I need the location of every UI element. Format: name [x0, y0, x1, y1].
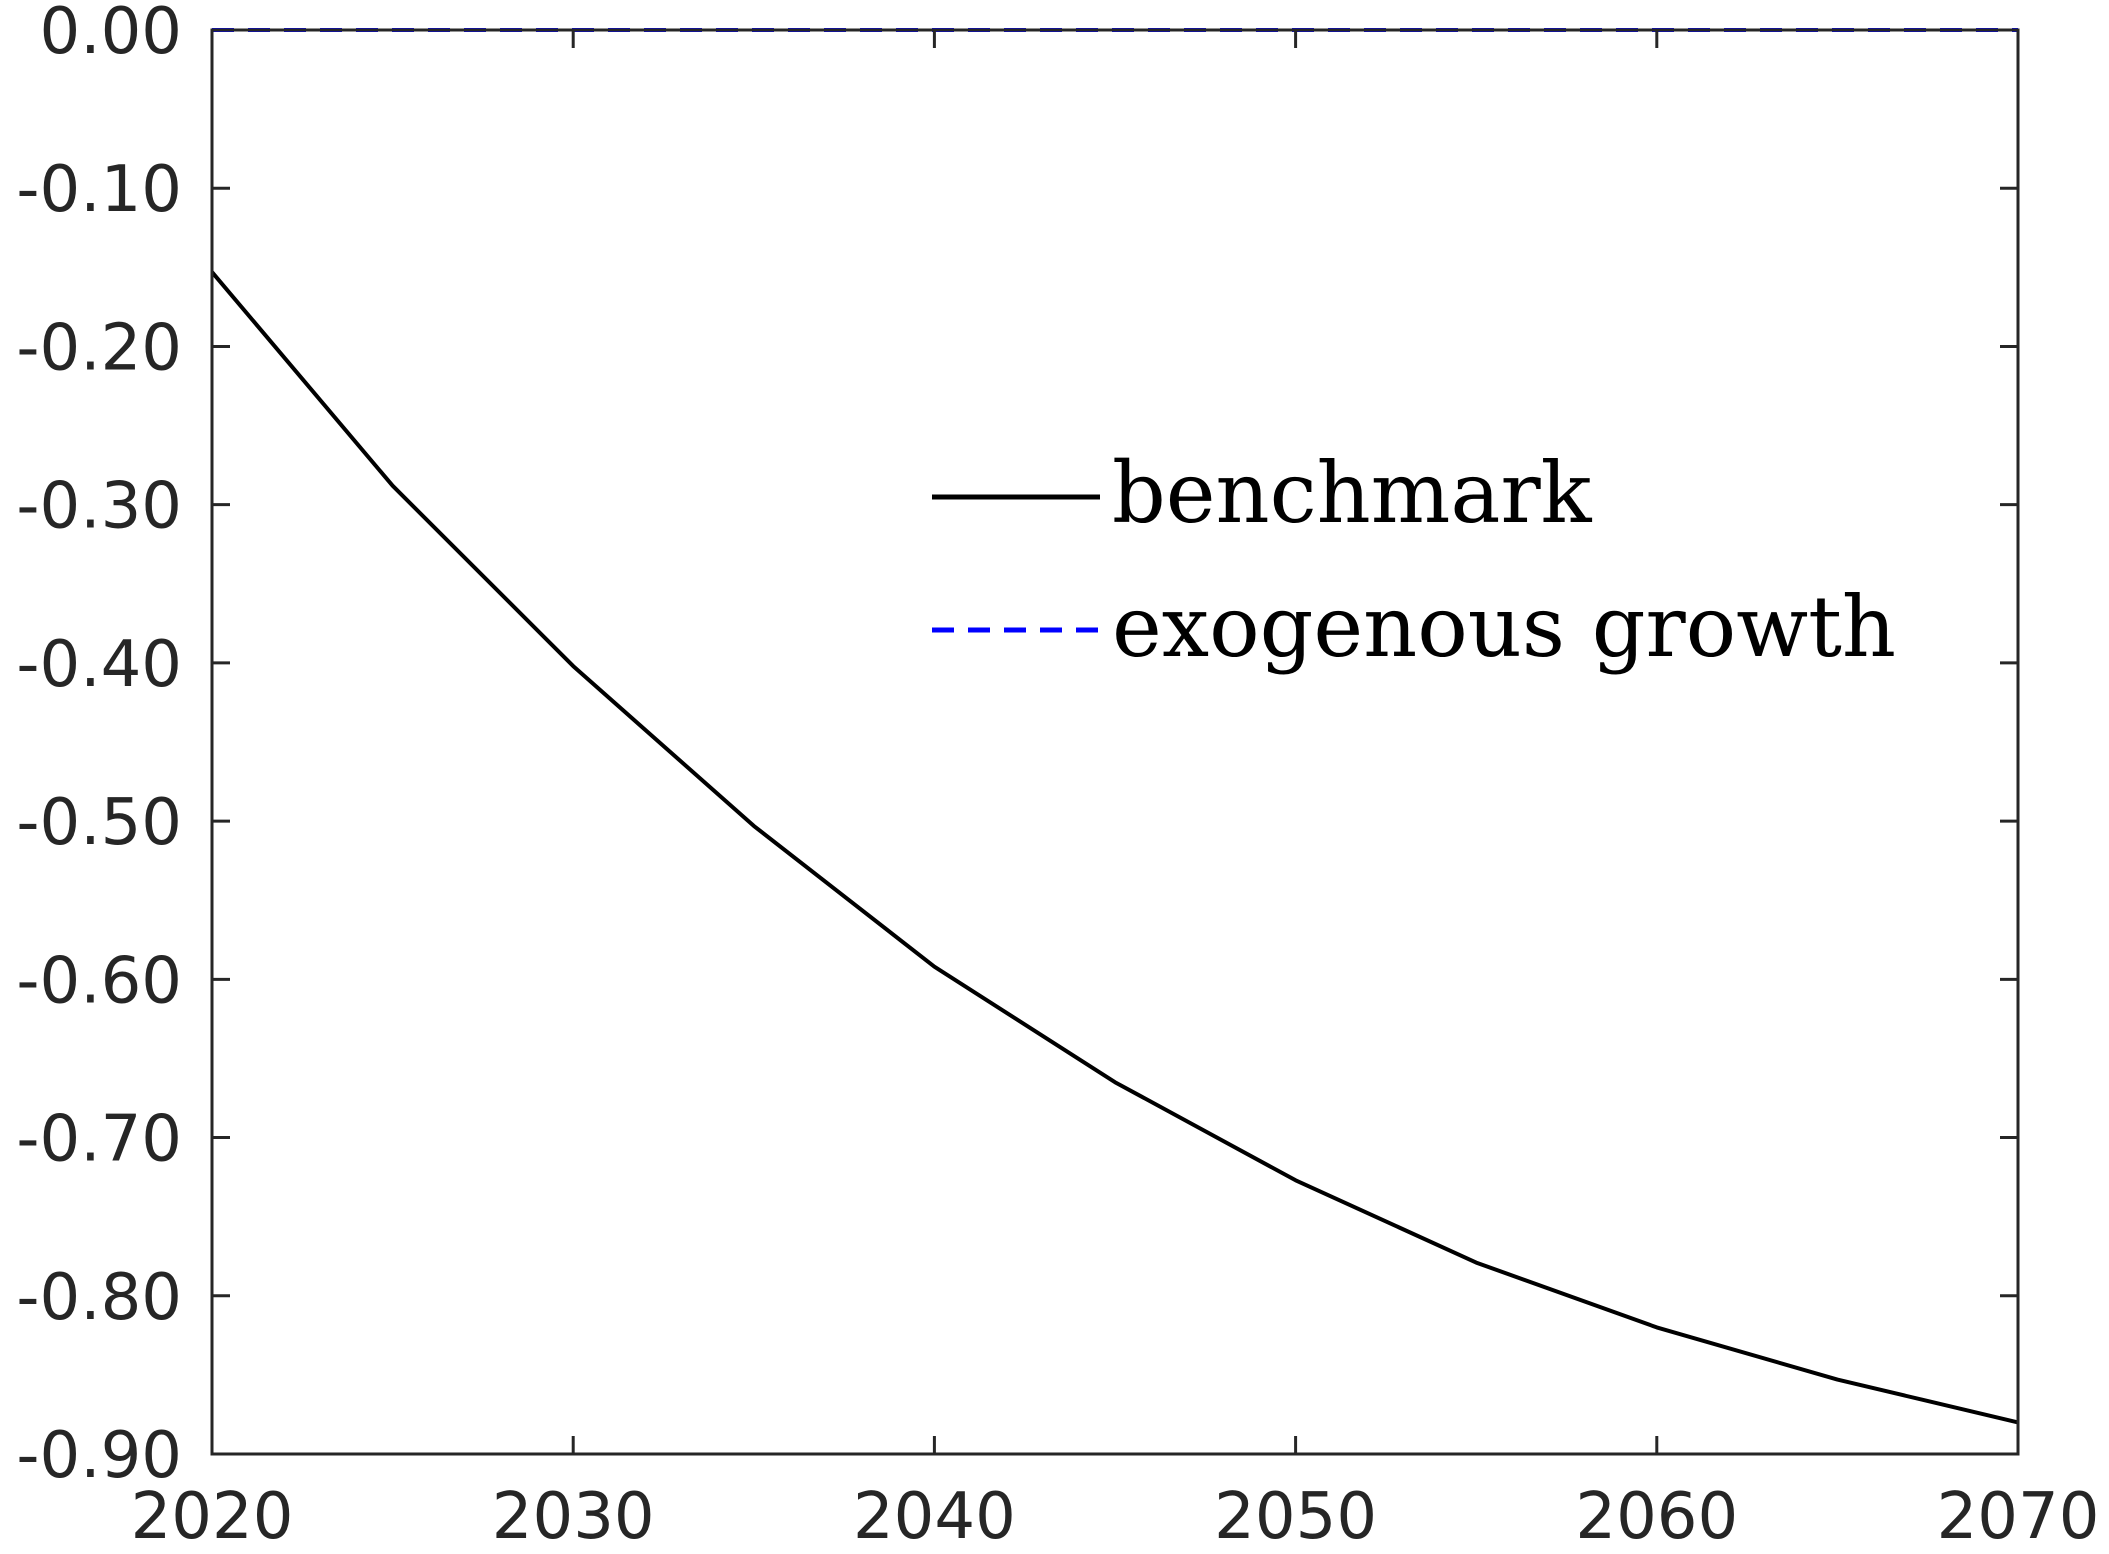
y-tick-label: -0.30: [16, 470, 182, 544]
y-tick-label: -0.80: [16, 1261, 182, 1335]
x-tick-label: 2020: [131, 1480, 294, 1554]
y-tick-label: -0.10: [16, 153, 182, 227]
y-tick-label: -0.60: [16, 944, 182, 1018]
legend-label-exogenous-growth: exogenous growth: [1112, 578, 1896, 676]
legend: benchmark exogenous growth: [932, 444, 1896, 676]
y-tick-label: 0.00: [40, 0, 183, 69]
x-tick-label: 2030: [492, 1480, 655, 1554]
y-tick-label: -0.50: [16, 786, 182, 860]
tick-marks: [210, 28, 2020, 1456]
plot-area-frame: [210, 28, 2020, 1456]
x-axis-tick-labels: 2020 2030 2040 2050 2060 2070: [131, 1480, 2100, 1554]
series-line-benchmark: [210, 270, 2019, 1425]
y-tick-label: -0.20: [16, 311, 182, 385]
x-tick-label: 2040: [853, 1480, 1016, 1554]
x-tick-label: 2060: [1575, 1480, 1738, 1554]
y-tick-label: -0.90: [16, 1419, 182, 1493]
legend-label-benchmark: benchmark: [1112, 444, 1593, 542]
x-tick-label: 2070: [1937, 1480, 2100, 1554]
series-layer: [210, 28, 2019, 1425]
y-axis-tick-labels: 0.00 -0.10 -0.20 -0.30 -0.40 -0.50 -0.60 -0.70 -…: [16, 0, 182, 1493]
y-tick-label: -0.70: [16, 1103, 182, 1177]
x-tick-label: 2050: [1214, 1480, 1377, 1554]
y-tick-label: -0.40: [16, 628, 182, 702]
